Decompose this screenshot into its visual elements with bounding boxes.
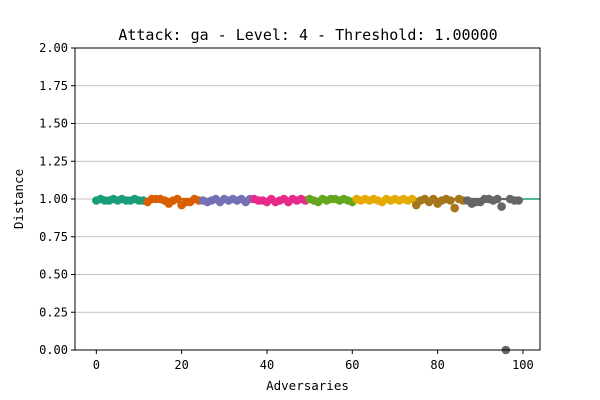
y-tick-label: 0.50 xyxy=(39,268,68,282)
data-point xyxy=(407,194,417,204)
y-axis-ticks: 0.00 0.25 0.50 0.75 1.00 1.25 1.50 1.75 2.00 xyxy=(39,41,75,357)
chart-title: Attack: ga - Level: 4 - Threshold: 1.000… xyxy=(118,26,497,44)
data-point xyxy=(493,194,502,204)
x-axis-label: Adversaries xyxy=(266,378,349,393)
y-tick-label: 0.75 xyxy=(39,230,68,244)
data-point xyxy=(450,203,459,213)
y-tick-label: 1.00 xyxy=(39,192,68,206)
x-tick-label: 60 xyxy=(345,358,359,372)
y-axis-label: Distance xyxy=(11,169,26,229)
x-tick-label: 40 xyxy=(260,358,274,372)
y-tick-label: 0.00 xyxy=(39,343,68,357)
data-points xyxy=(92,194,523,355)
x-axis-ticks: 0 20 40 60 80 100 xyxy=(93,350,534,372)
x-tick-label: 20 xyxy=(174,358,188,372)
y-tick-label: 1.50 xyxy=(39,117,68,131)
data-point xyxy=(497,202,506,211)
y-tick-label: 1.75 xyxy=(39,79,68,93)
y-tick-label: 0.25 xyxy=(39,305,68,319)
data-point xyxy=(173,194,182,204)
data-point xyxy=(514,196,523,205)
data-point xyxy=(446,196,455,205)
x-tick-label: 100 xyxy=(512,358,534,372)
y-tick-label: 2.00 xyxy=(39,41,68,55)
x-tick-label: 0 xyxy=(93,358,100,372)
x-tick-label: 80 xyxy=(430,358,444,372)
y-tick-label: 1.25 xyxy=(39,154,68,168)
